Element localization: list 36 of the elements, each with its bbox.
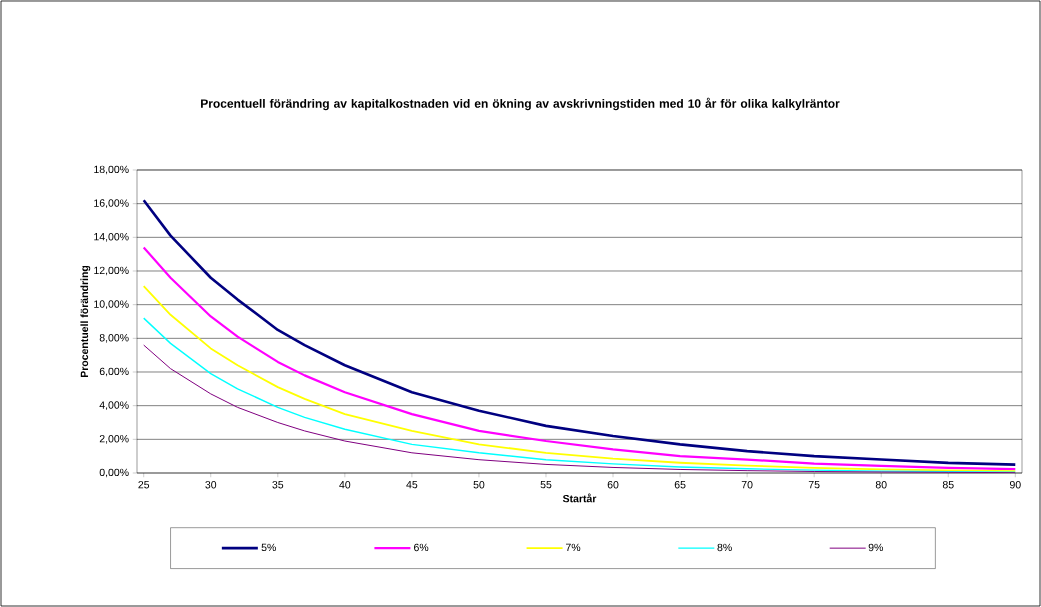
y-tick-label: 16,00% [94, 199, 129, 208]
y-axis-title: Procentuell förändring [80, 265, 91, 378]
y-tick-label: 0,00% [99, 468, 129, 478]
y-tick-label: 4,00% [99, 401, 129, 410]
line-series [143, 344, 1016, 473]
x-tick-label: 25 [138, 480, 150, 489]
y-tick-label: 8,00% [99, 334, 129, 343]
x-tick-label: 50 [473, 480, 485, 489]
x-tick-label: 85 [942, 480, 954, 489]
x-tick-label: 70 [741, 480, 753, 489]
y-tick-label: 18,00% [94, 165, 129, 175]
x-tick-label: 40 [339, 480, 351, 489]
x-tick-label: 75 [808, 480, 820, 489]
legend-label: 6% [414, 543, 429, 552]
line-series [142, 246, 1017, 471]
y-tick-label: 12,00% [94, 266, 129, 276]
line-series [142, 285, 1017, 473]
y-tick-label: 14,00% [94, 233, 129, 242]
x-tick-label: 30 [205, 480, 217, 489]
y-tick-label: 6,00% [99, 367, 129, 377]
legend-label: 7% [565, 543, 581, 552]
x-tick-label: 60 [607, 480, 619, 489]
x-axis-title: Startår [562, 493, 597, 503]
legend-label: 5% [261, 543, 276, 552]
legend-label: 8% [717, 543, 732, 552]
legend-label: 9% [868, 543, 883, 552]
x-tick-label: 90 [1009, 480, 1021, 489]
x-tick-label: 45 [406, 480, 418, 489]
y-tick-label: 10,00% [94, 300, 129, 309]
line-series [142, 199, 1017, 466]
x-tick-label: 80 [875, 480, 887, 489]
y-tick-label: 2,00% [99, 435, 129, 444]
x-tick-label: 55 [540, 480, 552, 489]
x-tick-label: 65 [674, 480, 686, 489]
chart-title: Procentuell förändring av kapitalkostnaden vid en ökning av avskrivningstiden med 10 år för olika kalkylräntor [201, 97, 840, 111]
x-tick-label: 35 [272, 480, 284, 489]
